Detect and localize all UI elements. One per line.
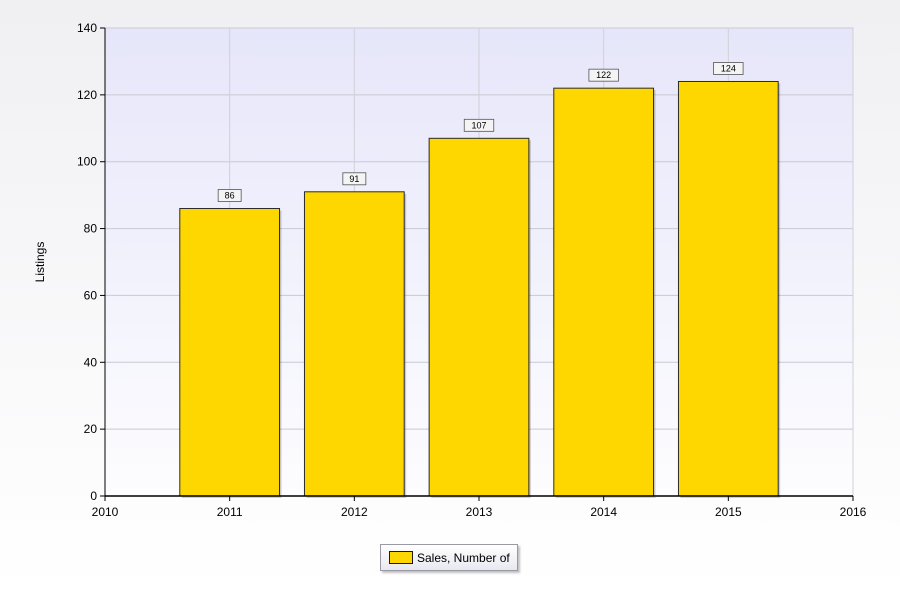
data-labels: 86 91 107 122 124	[217, 62, 744, 202]
data-label: 91	[349, 174, 359, 184]
data-label-box	[217, 189, 242, 202]
legend: Sales, Number of	[380, 544, 518, 571]
bar	[677, 80, 779, 497]
x-tick-label: 2015	[715, 505, 742, 519]
y-tick-label: 60	[84, 288, 98, 302]
y-tick-label: 100	[77, 155, 97, 169]
y-tick-label: 0	[90, 489, 97, 503]
data-label-box	[588, 68, 619, 82]
legend-swatch	[389, 551, 413, 564]
bar	[179, 208, 281, 497]
x-tick-label: 2012	[341, 505, 368, 519]
legend-label: Sales, Number of	[417, 550, 510, 565]
y-tick-label: 80	[84, 222, 98, 236]
y-tick-label: 140	[77, 21, 97, 35]
x-tick-label: 2010	[92, 505, 119, 519]
y-tick-label: 120	[77, 88, 97, 102]
data-label-box	[342, 172, 367, 186]
x-tick-label: 2011	[217, 505, 243, 519]
bar	[553, 87, 655, 497]
x-tick-label: 2014	[590, 505, 617, 519]
x-tick-label: 2016	[840, 505, 867, 519]
bars	[179, 80, 781, 499]
data-label-box	[713, 62, 744, 75]
axes: 0 20 40 60 80 100 120 140 2010 2011 2012 2013 2014 20…	[77, 21, 867, 519]
bar	[428, 137, 530, 497]
y-tick-label: 20	[84, 422, 98, 436]
data-label-box	[463, 118, 495, 132]
data-label: 86	[225, 191, 235, 201]
data-label: 107	[471, 120, 486, 130]
data-label: 124	[721, 63, 736, 73]
x-tick-label: 2013	[466, 505, 493, 519]
y-tick-label: 40	[84, 355, 98, 369]
y-axis-label: Listings	[33, 242, 47, 283]
data-label: 122	[596, 70, 611, 80]
bar	[303, 191, 405, 497]
